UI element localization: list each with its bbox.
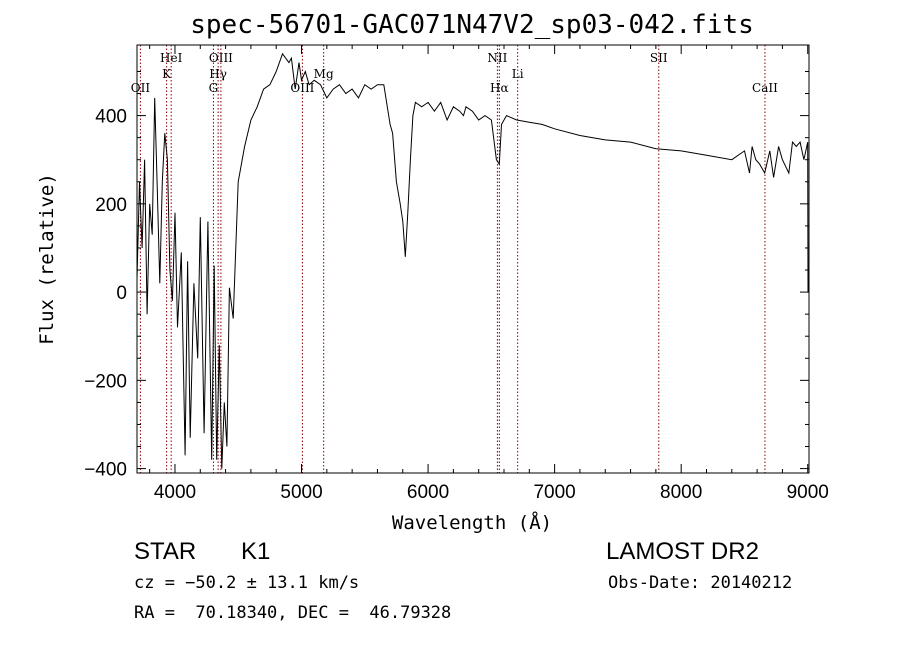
survey-name: LAMOST DR2	[606, 538, 759, 565]
reference-line-label: NII	[487, 51, 507, 65]
x-axis-label: Wavelength (Å)	[392, 511, 552, 534]
y-tick-label: −200	[84, 371, 127, 392]
object-subclass: K1	[241, 538, 271, 565]
reference-line-label: Hα	[490, 81, 509, 95]
reference-line-label: OII	[131, 81, 151, 95]
y-axis: −400 −200 0 200 400	[84, 70, 809, 481]
x-tick-label: 8000	[660, 482, 702, 503]
reference-line-label: Li	[512, 67, 524, 81]
x-tick-label: 4000	[154, 482, 196, 503]
reference-line-label: SII	[650, 51, 668, 65]
y-tick-label: 400	[95, 107, 127, 128]
redshift-text: cz = −50.2 ± 13.1 km/s	[134, 573, 360, 593]
y-axis-label: Flux (relative)	[36, 173, 58, 345]
x-tick-label: 5000	[280, 482, 322, 503]
x-axis: 4000 5000 6000 7000 8000 9000	[149, 45, 829, 503]
object-class: STAR	[134, 538, 197, 565]
coordinates-text: RA = 70.18340, DEC = 46.79328	[134, 603, 452, 623]
obs-date-text: Obs-Date: 20140212	[608, 573, 793, 593]
y-tick-label: −400	[84, 460, 127, 481]
chart-title: spec-56701-GAC071N47V2_sp03-042.fits	[190, 10, 754, 40]
reference-line-label: G	[209, 81, 219, 95]
spectrum-series	[136, 52, 809, 469]
reference-line-label: CaII	[752, 81, 778, 95]
reference-line-label: HeI	[160, 51, 183, 65]
reference-line-label: Hγ	[209, 67, 227, 81]
x-tick-label: 7000	[533, 482, 575, 503]
plot-frame	[136, 44, 810, 474]
spectrum-line	[136, 52, 809, 469]
y-tick-label: 200	[95, 195, 127, 216]
x-tick-label: 9000	[787, 482, 829, 503]
reference-line-label: K	[162, 67, 172, 81]
reference-line-label: Mg	[314, 67, 334, 81]
y-tick-label: 0	[116, 283, 127, 304]
reference-line-label: OIII	[209, 51, 233, 65]
x-tick-label: 6000	[407, 482, 449, 503]
